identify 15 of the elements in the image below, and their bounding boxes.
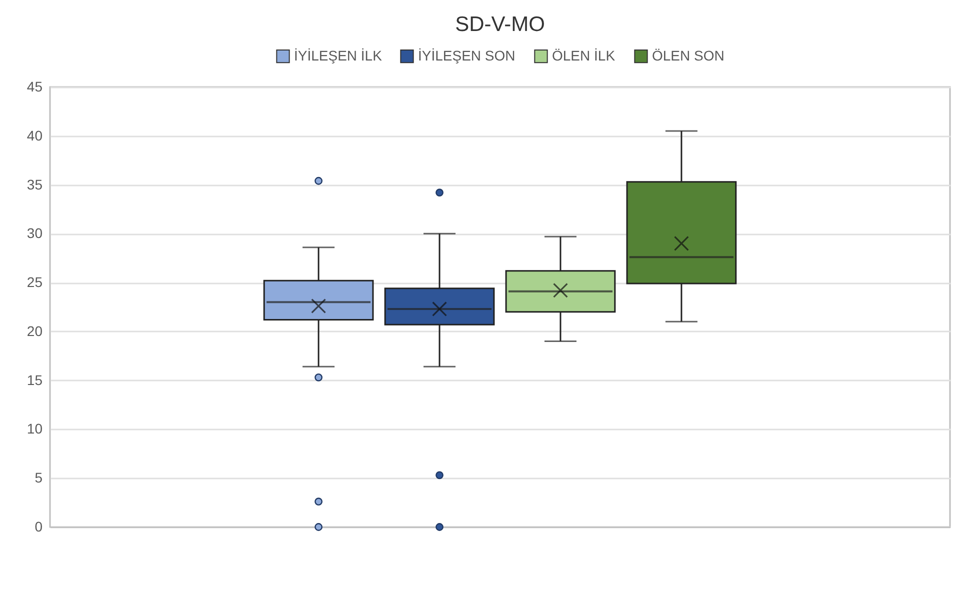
y-tick-label: 0 [34,518,43,534]
legend-label: ÖLEN SON [652,47,724,64]
legend-label: İYİLEŞEN İLK [294,47,383,64]
legend-label: ÖLEN İLK [552,47,616,64]
y-tick-label: 15 [26,372,43,388]
y-tick-label: 40 [26,127,43,144]
chart-title: SD-V-MO [455,13,545,36]
y-tick-label: 10 [26,420,43,437]
y-tick-label: 45 [26,78,43,94]
legend-label: İYİLEŞEN SON [418,47,516,64]
y-tick-label: 35 [26,176,43,192]
y-tick-label: 5 [34,470,43,486]
y-tick-label: 30 [26,225,43,242]
y-tick-label: 20 [26,322,43,339]
y-tick-label: 25 [26,274,43,290]
